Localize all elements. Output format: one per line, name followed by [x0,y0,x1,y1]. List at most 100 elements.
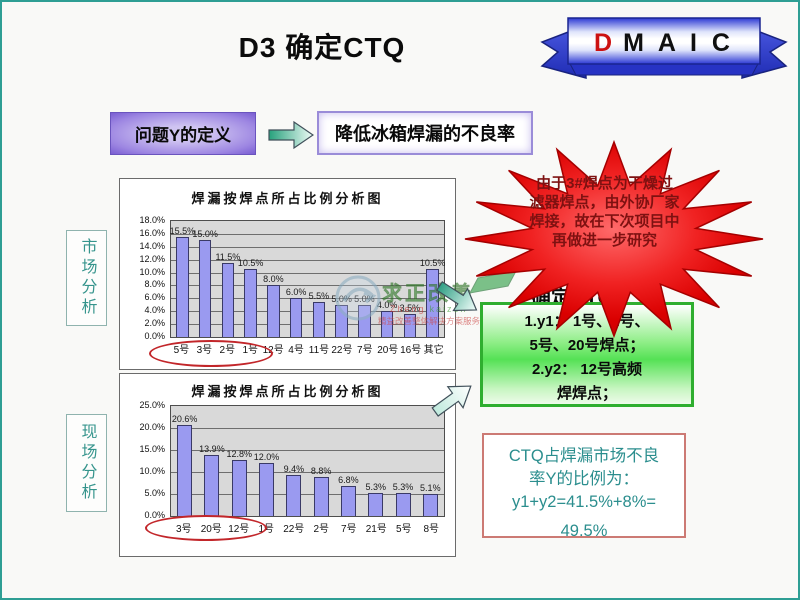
highlight-ellipse-market [149,340,273,367]
bar-value-label: 5.0% [354,294,375,304]
gridline [171,259,444,261]
goal-box: 降低冰箱焊漏的不良率 [317,111,533,155]
y-tick-label: 10.0% [139,266,165,277]
bar-value-label: 10.5% [237,258,264,269]
bar [358,304,371,337]
bar [286,474,302,516]
y-tick-label: 20.0% [139,422,165,432]
y-tick-label: 0.0% [144,510,165,520]
bar [177,425,193,516]
bar-value-label: 9.4% [283,463,305,474]
x-category-label: 4号 [288,345,304,356]
y-axis: 18.0% 16.0% 14.0% 12.0% 10.0% 8.0% 6.0% 4.0% 2.0… [124,215,170,341]
y-tick-label: 25.0% [139,400,165,410]
bar [426,269,439,337]
x-category-label: 7号 [357,345,373,356]
bar [204,454,220,516]
x-category-label: 12号 [262,345,284,356]
watermark-circle [335,275,381,321]
y-tick-label: 4.0% [144,305,165,316]
bar [244,269,257,337]
y-tick-label: 10.0% [139,466,165,476]
gridline [171,311,444,313]
bar [313,477,329,516]
bar-value-label: 5.0% [331,294,352,304]
bar-value-label: 3.5% [399,303,421,314]
chart-title: 焊漏按焊点所占比例分析图 [191,384,384,399]
bar-value-label: 5.1% [420,482,441,493]
y-tick-label: 0.0% [144,331,165,341]
x-category-label: 22号 [283,524,305,535]
bar-value-label: 5.5% [308,290,330,301]
arrow-down-right-icon [435,280,478,312]
plot-area: 15.5%15.0%11.5%10.5%8.0%6.0%5.5%5.0%5.0%… [170,220,445,338]
x-category-label: 5号 [395,524,412,535]
y-tick-label: 6.0% [144,292,165,303]
watermark-tagline: 精益改善整体解决方案服务 [378,316,481,326]
bar-value-label: 5.3% [392,481,414,492]
bar-value-label: 4.0% [376,300,398,311]
gridline [171,494,444,495]
y-tick-label: 2.0% [144,318,165,329]
x-category-label: 7号 [340,524,357,535]
x-category-label: 21号 [365,524,387,535]
bar-value-label: 6.0% [285,287,307,298]
arrow-right-icon [268,120,314,150]
gridline [171,272,444,274]
ribbon-band [567,17,761,65]
ctq-ratio-box: CTQ占焊漏市场不良 率Y的比例为： y1+y2=41.5%+8%= 49.5% [482,433,686,540]
bar-value-label: 12.0% [253,452,280,463]
bar [198,240,212,337]
bar [176,237,189,337]
problem-definition-box: 问题Y的定义 [110,112,256,155]
bar [267,285,280,337]
bar-value-label: 5.3% [365,481,386,492]
x-category-label: 22号 [331,345,353,356]
page-title: D3 确定CTQ [238,32,406,63]
bar-value-label: 8.8% [310,466,332,477]
gridline [171,285,444,287]
gridline [171,428,444,429]
ctq-box: 1.y1： 1号、2号、 5号、20号焊点； 2.y2： 12号高频 焊焊点； [480,302,694,407]
bar [231,459,247,516]
gridline [171,450,444,451]
highlight-ellipse-field [145,515,267,541]
bar [403,314,417,337]
watermark-en: Zheng kaizen [390,304,468,314]
plot-area: 20.6% 13.9% 12.8% 12.0% 9.4% 8.8% 6.8% 5.3% 5.3%… [170,405,445,517]
x-category-label: 20号 [377,345,399,356]
x-category-label: 11号 [308,345,330,356]
x-category-label: 8号 [423,524,440,535]
y-tick-label: 18.0% [139,215,165,225]
bar [422,493,438,516]
bar [340,486,356,516]
y-axis: 25.0% 20.0% 15.0% 10.0% 5.0% 0.0% [124,400,170,520]
x-category-label: 2号 [313,524,330,535]
bar [289,298,303,337]
y-tick-label: 15.0% [139,444,165,454]
gridline [171,298,444,300]
bar-value-label: 6.8% [338,475,359,486]
bar [395,492,411,516]
field-analysis-label: 现场分析 [66,414,107,512]
arrow-up-right-icon [431,385,472,417]
bar [259,463,275,516]
gridline [171,472,444,473]
bar [380,311,394,337]
market-pareto-chart: 焊漏按焊点所占比例分析图 18.0% 16.0% 14.0% 12.0% 10.0% 8.… [119,178,456,370]
bar-value-label: 12.8% [226,448,252,459]
y-tick-label: 5.0% [144,488,165,498]
bar-value-label: 13.9% [199,443,225,454]
bar-value-label: 11.5% [215,251,241,262]
bar [368,492,384,516]
bar-value-label: 20.6% [171,414,198,425]
gridline [171,246,444,248]
bar [221,262,235,337]
starburst-note: 由于3#焊点为干燥过 滤器焊点，由外协厂家 焊接，故在下次项目中 再做进一步研究 [529,175,680,249]
gridline [171,233,444,235]
y-tick-label: 12.0% [139,253,165,264]
bar-value-label: 15.0% [192,229,218,240]
